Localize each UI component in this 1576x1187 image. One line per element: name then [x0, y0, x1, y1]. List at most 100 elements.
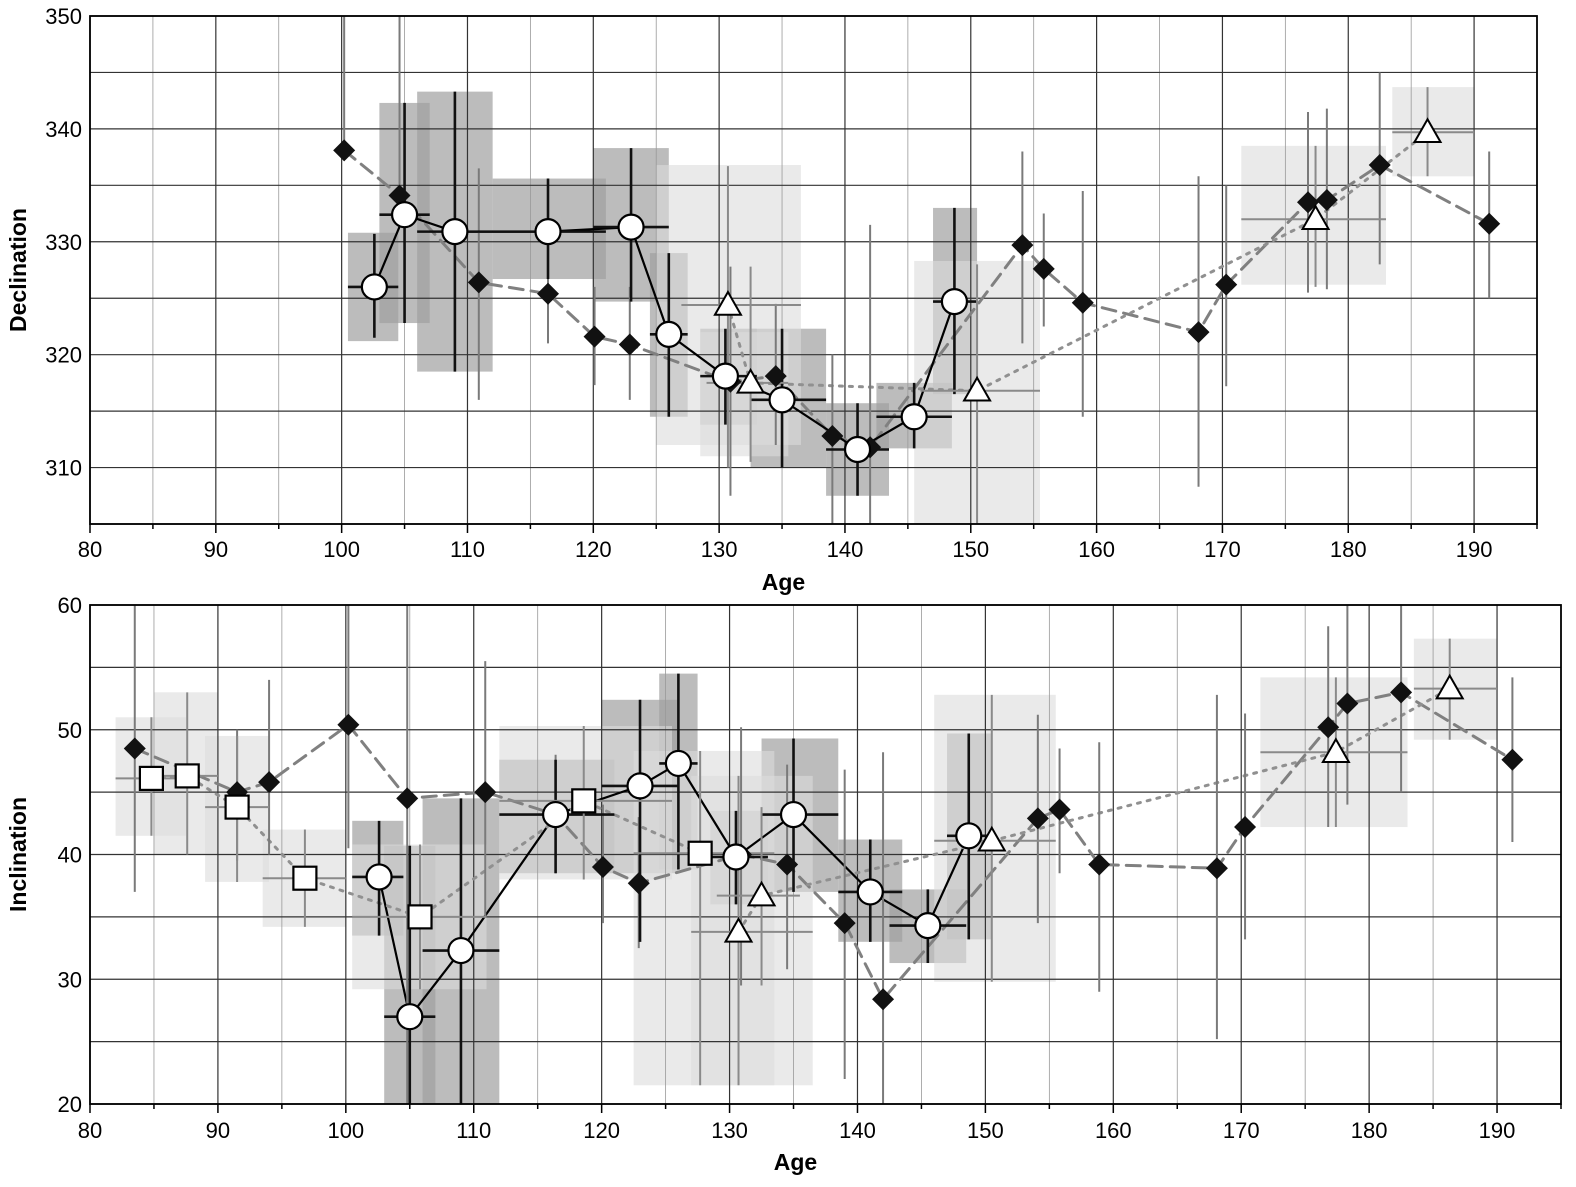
triangle-marker [962, 375, 992, 402]
square-marker [138, 765, 164, 792]
triangle-marker [977, 825, 1007, 852]
y-tick-label: 330 [45, 230, 82, 255]
diamond-marker [396, 787, 419, 810]
diamond-marker [1390, 681, 1413, 704]
y-tick-label: 50 [58, 718, 82, 743]
diamond-marker [474, 781, 497, 804]
circle-marker [626, 772, 654, 800]
diamond-marker [1315, 189, 1338, 212]
diamond-marker [258, 771, 281, 794]
circle-marker [711, 362, 740, 390]
circle-marker [360, 273, 388, 301]
diamond-marker [776, 853, 799, 876]
x-tick-label: 170 [1223, 1118, 1260, 1143]
circle-marker [390, 201, 419, 229]
circle-marker [779, 800, 808, 829]
y-tick-label: 340 [45, 117, 82, 142]
y-axis-title: Inclination [5, 797, 31, 912]
diamond-marker [618, 333, 641, 356]
series-markers-2 [138, 763, 713, 930]
triangle-marker [735, 367, 766, 394]
diamond-marker [833, 912, 856, 935]
triangle-marker [746, 880, 777, 907]
confidence-boxes [115, 638, 1498, 1104]
circle-marker [617, 213, 645, 241]
triangle-marker [1321, 737, 1351, 763]
circle-marker [900, 403, 928, 431]
diamond-marker [1234, 816, 1257, 839]
diamond-marker [1296, 191, 1319, 214]
square-marker [407, 904, 433, 930]
circle-marker [843, 435, 872, 464]
x-tick-label: 110 [456, 1118, 491, 1143]
series-markers-3 [723, 673, 1465, 943]
triangle-marker [713, 289, 743, 316]
diamond-marker [1011, 234, 1034, 257]
diamond-marker [872, 988, 895, 1011]
declination-chart: 80 90 100 110 120 130 140 150 160 170 180 190 310 320… [5, 4, 1538, 595]
diamond-marker [1215, 273, 1238, 296]
inclination-chart: 80 90 100 110 120 130 140 150 160 170 180 190 20 30 40… [5, 593, 1562, 1175]
x-tick-label: 90 [206, 1118, 230, 1143]
circle-marker [856, 878, 884, 906]
diamond-marker [1048, 798, 1071, 821]
diamond-marker [1478, 212, 1501, 235]
x-ticks [89, 1104, 1562, 1113]
x-tick-label: 120 [583, 1118, 620, 1143]
circle-marker [955, 822, 983, 850]
series-markers-0 [123, 681, 1524, 1011]
x-axis-title: Age [762, 569, 805, 595]
x-tick-label: 180 [1330, 537, 1367, 562]
diamond-marker [1336, 692, 1359, 715]
triangle-marker [1300, 204, 1331, 230]
diamond-marker [388, 184, 411, 207]
y-tick-label: 310 [45, 456, 82, 481]
square-marker [292, 865, 318, 891]
plot-frame [89, 604, 1562, 1105]
x-ticks [89, 524, 1538, 533]
x-tick-label: 180 [1351, 1118, 1388, 1143]
diamond-marker [627, 872, 650, 895]
diamond-marker [591, 855, 614, 878]
circle-marker [441, 218, 469, 246]
x-tick-label: 130 [701, 537, 738, 562]
plot-frame [89, 15, 1538, 525]
diamond-marker [337, 713, 360, 736]
diamond-marker [1368, 154, 1391, 177]
diamond-marker [467, 271, 490, 294]
x-tick-label: 150 [952, 537, 989, 562]
confidence-boxes [347, 87, 1475, 524]
square-marker [224, 794, 250, 820]
series-line-2 [726, 130, 1430, 393]
circle-marker [768, 386, 796, 414]
series-markers-1 [360, 201, 969, 464]
series-markers-0 [333, 139, 1501, 459]
diamond-marker [333, 139, 356, 162]
diamond-marker [1088, 853, 1111, 876]
y-tick-label: 60 [58, 593, 82, 618]
circle-marker [447, 936, 475, 965]
square-marker [174, 763, 200, 789]
y-axis-title: Declination [5, 208, 31, 332]
circle-marker [722, 843, 750, 871]
series-markers-1 [365, 749, 983, 1031]
x-tick-label: 140 [827, 537, 864, 562]
y-tick-label: 20 [58, 1092, 82, 1117]
y-tick-label: 320 [45, 343, 82, 368]
y-tick-label: 350 [45, 4, 82, 29]
diamond-marker [1205, 857, 1228, 880]
x-tick-label: 190 [1456, 537, 1493, 562]
x-tick-label: 80 [78, 1118, 102, 1143]
square-marker [687, 840, 713, 866]
diamond-marker [1071, 291, 1094, 314]
x-tick-label: 160 [1095, 1118, 1132, 1143]
series-markers-2 [713, 117, 1443, 402]
diamond-marker [1032, 257, 1055, 280]
x-tick-label: 100 [327, 1118, 364, 1143]
circle-marker [396, 1003, 424, 1031]
x-tick-label: 100 [323, 537, 360, 562]
x-axis-title: Age [774, 1149, 817, 1175]
triangle-marker [723, 916, 754, 943]
